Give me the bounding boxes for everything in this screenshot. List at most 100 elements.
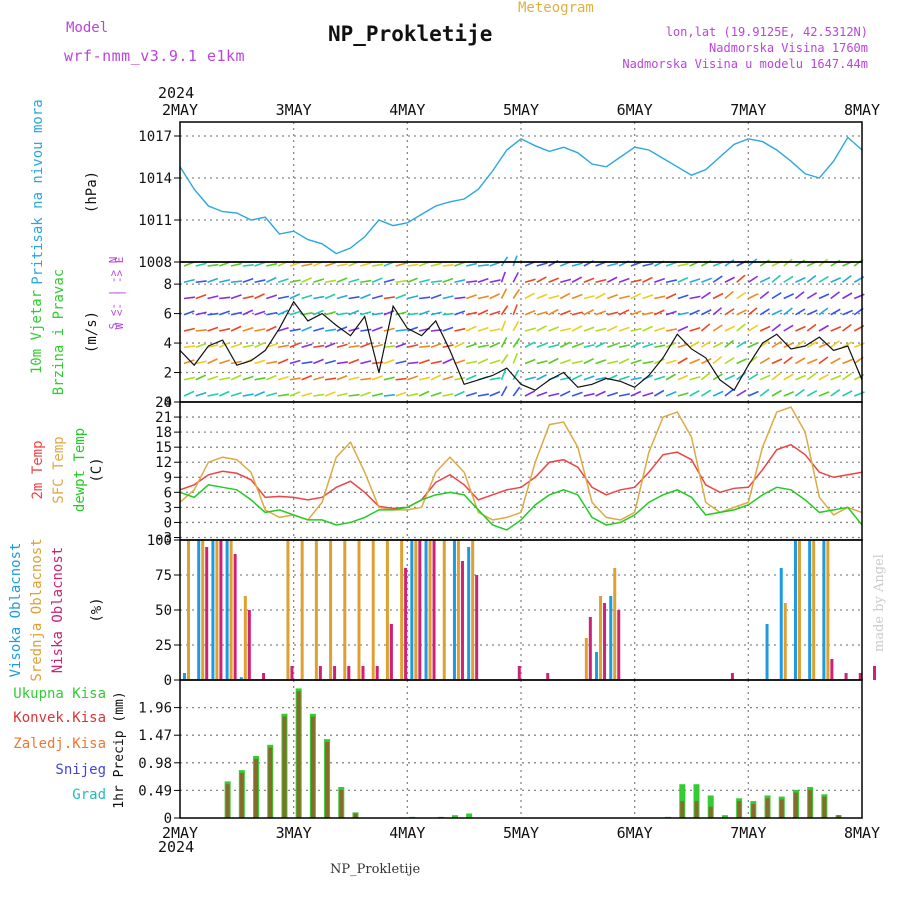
wind-barb bbox=[395, 342, 407, 349]
wind-barb bbox=[395, 293, 407, 300]
wind-barb bbox=[419, 376, 431, 381]
wind-barb bbox=[571, 293, 583, 300]
wind-barb bbox=[360, 328, 372, 332]
wind-barb bbox=[771, 389, 782, 397]
cloud-bar-low bbox=[219, 540, 223, 680]
wind-barb bbox=[430, 374, 442, 381]
wind-barb bbox=[500, 369, 507, 381]
wind-barb bbox=[595, 390, 606, 397]
wind-barb bbox=[489, 293, 501, 300]
wind-barb bbox=[794, 388, 805, 397]
wind-barb bbox=[183, 296, 196, 300]
cloud-bar-low bbox=[347, 666, 351, 680]
wind-barb bbox=[818, 307, 829, 316]
wind-barb bbox=[607, 293, 618, 300]
wind-barb bbox=[195, 342, 207, 349]
wind-barb bbox=[313, 309, 324, 316]
wind-barb bbox=[254, 279, 266, 284]
pressure-line bbox=[179, 136, 863, 255]
wind-barb bbox=[219, 278, 231, 284]
wind-barb bbox=[689, 341, 700, 348]
wind-barb bbox=[183, 359, 195, 365]
wind-barb bbox=[830, 357, 841, 365]
wind-barb bbox=[747, 275, 759, 283]
wind-barb bbox=[336, 392, 348, 397]
wind-barb bbox=[759, 374, 771, 381]
wind-barb bbox=[500, 385, 508, 397]
wind-barb bbox=[806, 389, 818, 397]
wind-barb bbox=[630, 261, 642, 267]
wind-barb bbox=[736, 291, 747, 300]
wind-barb bbox=[771, 323, 782, 332]
wind-barb bbox=[360, 279, 372, 284]
wind-barb bbox=[395, 311, 407, 316]
wind-barb bbox=[771, 340, 782, 348]
wind-barb bbox=[842, 390, 853, 397]
wind-barb bbox=[654, 326, 666, 332]
wind-barb bbox=[219, 376, 231, 381]
cloud-bar-low bbox=[333, 666, 337, 680]
wind-barb bbox=[548, 392, 560, 397]
wind-barb bbox=[465, 343, 477, 349]
wind-barb bbox=[254, 390, 265, 397]
wind-barb bbox=[207, 375, 219, 381]
cloud-bar-low bbox=[858, 673, 862, 680]
wind-barb bbox=[524, 358, 536, 365]
wind-barb bbox=[712, 390, 724, 397]
cloud-bar-mid bbox=[329, 540, 333, 680]
wind-barb bbox=[442, 295, 454, 300]
wind-barb bbox=[477, 264, 489, 267]
wind-barb bbox=[512, 337, 521, 348]
cloud-bar-high bbox=[822, 540, 826, 680]
wind-barb bbox=[607, 391, 619, 397]
wind-barb bbox=[571, 374, 583, 381]
wind-barb bbox=[313, 295, 325, 300]
wind-barb bbox=[183, 310, 195, 316]
wind-barb bbox=[560, 327, 572, 332]
wind-barb bbox=[536, 342, 548, 348]
wind-barb bbox=[230, 374, 242, 381]
wind-barb bbox=[336, 343, 348, 349]
wind-barb bbox=[548, 343, 560, 349]
cloud-bar-mid bbox=[599, 596, 603, 680]
wind-barb bbox=[783, 356, 793, 365]
panel-precip bbox=[174, 680, 862, 819]
wind-barb bbox=[289, 377, 301, 381]
wind-barb bbox=[759, 290, 770, 300]
wind-barb bbox=[301, 392, 313, 397]
wind-barb bbox=[571, 342, 583, 349]
cloud-bar-low bbox=[730, 673, 734, 680]
wind-barb bbox=[700, 389, 712, 397]
x-tick-label-top: 3MAY bbox=[276, 101, 312, 119]
wind-barb bbox=[395, 328, 407, 332]
wind-barb bbox=[783, 307, 793, 316]
cloud-bar-low bbox=[873, 666, 876, 680]
wind-barb bbox=[360, 360, 372, 365]
wind-barb bbox=[466, 280, 478, 284]
wind-barb bbox=[407, 277, 418, 283]
wind-barb bbox=[748, 341, 759, 348]
precip-bar-conv bbox=[737, 801, 742, 818]
y-tick-label: 8 bbox=[164, 277, 172, 293]
wind-barb bbox=[219, 310, 230, 316]
wind-barb bbox=[500, 354, 509, 364]
cloud-bar-mid bbox=[812, 540, 816, 680]
wind-barb bbox=[642, 325, 653, 332]
wind-barb bbox=[712, 292, 724, 300]
wind-barb bbox=[266, 311, 278, 316]
wind-barb bbox=[700, 340, 712, 348]
wind-barb bbox=[748, 373, 759, 381]
wind-barb bbox=[477, 393, 489, 397]
cloud-bar-high bbox=[410, 540, 414, 680]
wind-barb bbox=[818, 391, 830, 397]
precip-bar-conv bbox=[325, 741, 330, 818]
wind-speed-line bbox=[179, 300, 863, 392]
cloud-bar-mid bbox=[187, 540, 190, 680]
wind-barb bbox=[618, 326, 630, 332]
wind-barb bbox=[477, 309, 489, 316]
precip-bar-conv bbox=[254, 758, 259, 818]
wind-barb bbox=[219, 296, 231, 300]
wind-barb bbox=[783, 390, 795, 397]
wind-barb bbox=[665, 390, 677, 397]
wind-barb bbox=[230, 280, 243, 284]
